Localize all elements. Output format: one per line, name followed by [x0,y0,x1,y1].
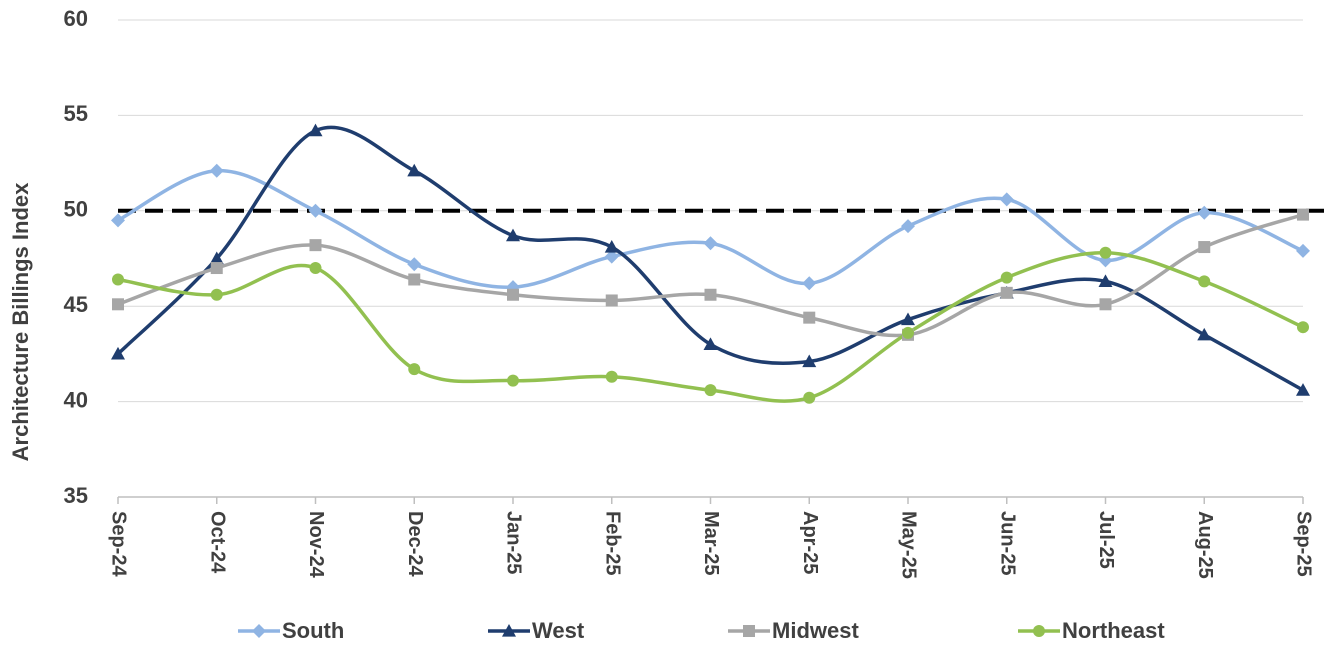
marker [1297,208,1309,221]
marker [210,262,223,275]
marker [1098,253,1113,268]
y-tick-label: 60 [64,6,88,31]
marker [803,311,816,324]
x-tick-label: Apr-25 [799,511,821,574]
marker [1198,241,1211,254]
x-tick-label: Oct-24 [206,511,228,574]
legend-marker [502,624,516,637]
marker [210,288,223,301]
x-tick-label: Feb-25 [601,511,623,575]
marker [209,251,224,265]
marker [802,276,817,291]
marker [902,326,914,339]
marker [704,288,717,301]
y-tick-label: 35 [64,483,88,508]
marker [1099,298,1112,311]
x-tick-label: Jun-25 [996,511,1018,575]
marker [507,374,519,387]
marker [703,236,718,251]
marker [605,370,618,383]
marker [112,298,124,311]
y-tick-label: 45 [64,292,88,317]
marker [604,249,619,264]
legend-label: Midwest [772,618,859,643]
y-tick-label: 40 [64,387,88,412]
marker [1297,321,1309,334]
series-line [117,168,1304,289]
legend-marker [252,624,266,638]
marker [604,240,619,253]
series-line [117,251,1304,403]
marker [803,391,816,404]
marker [1198,275,1211,288]
legend-label: Northeast [1062,618,1165,643]
marker [1000,286,1013,299]
x-tick-label: Nov-24 [305,511,327,579]
series-line [116,125,1304,392]
legend-marker [1033,625,1045,637]
marker [1098,274,1113,287]
marker [407,257,422,272]
marker [1099,246,1112,259]
marker [704,384,717,397]
marker [209,163,224,178]
marker [111,213,125,228]
marker [901,312,915,326]
x-tick-label: Dec-24 [404,511,426,577]
x-tick-label: Sep-25 [1293,511,1315,577]
marker [1197,327,1212,341]
marker [802,354,817,368]
marker [1296,383,1310,396]
y-tick-label: 55 [64,101,88,126]
legend-label: South [282,618,344,643]
x-tick-label: Jul-25 [1095,511,1117,569]
marker [901,219,915,234]
marker [703,337,718,350]
marker [605,294,618,307]
marker [112,273,124,286]
x-tick-label: Jan-25 [503,511,525,574]
y-tick-label: 50 [64,197,88,222]
legend-marker [743,625,755,637]
marker [308,203,323,218]
marker [308,123,323,137]
marker [309,239,322,252]
x-tick-label: May-25 [898,511,920,579]
marker [507,288,519,301]
marker [408,363,421,376]
series-line [117,212,1304,338]
x-tick-label: Mar-25 [700,511,722,575]
marker [309,262,322,275]
x-tick-label: Aug-25 [1194,511,1216,579]
marker [1197,205,1212,220]
marker [1296,243,1310,258]
y-axis-label: Architecture Billings Index [8,182,33,461]
marker [999,192,1014,207]
legend-label: West [532,618,585,643]
marker [407,163,422,177]
marker [506,228,520,242]
x-tick-label: Sep-24 [108,511,130,577]
marker [408,273,421,286]
marker [111,346,125,360]
marker [1000,271,1013,284]
